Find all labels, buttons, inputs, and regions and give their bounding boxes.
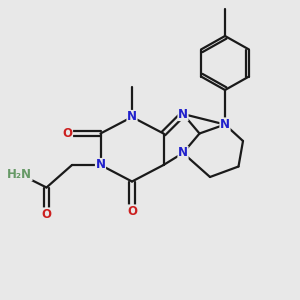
Text: N: N xyxy=(220,118,230,131)
Text: H₂N: H₂N xyxy=(7,167,32,181)
Text: N: N xyxy=(127,110,137,124)
Text: N: N xyxy=(95,158,106,172)
Text: N: N xyxy=(178,107,188,121)
Text: O: O xyxy=(62,127,73,140)
Text: N: N xyxy=(178,146,188,160)
Text: O: O xyxy=(41,208,52,221)
Text: O: O xyxy=(127,205,137,218)
